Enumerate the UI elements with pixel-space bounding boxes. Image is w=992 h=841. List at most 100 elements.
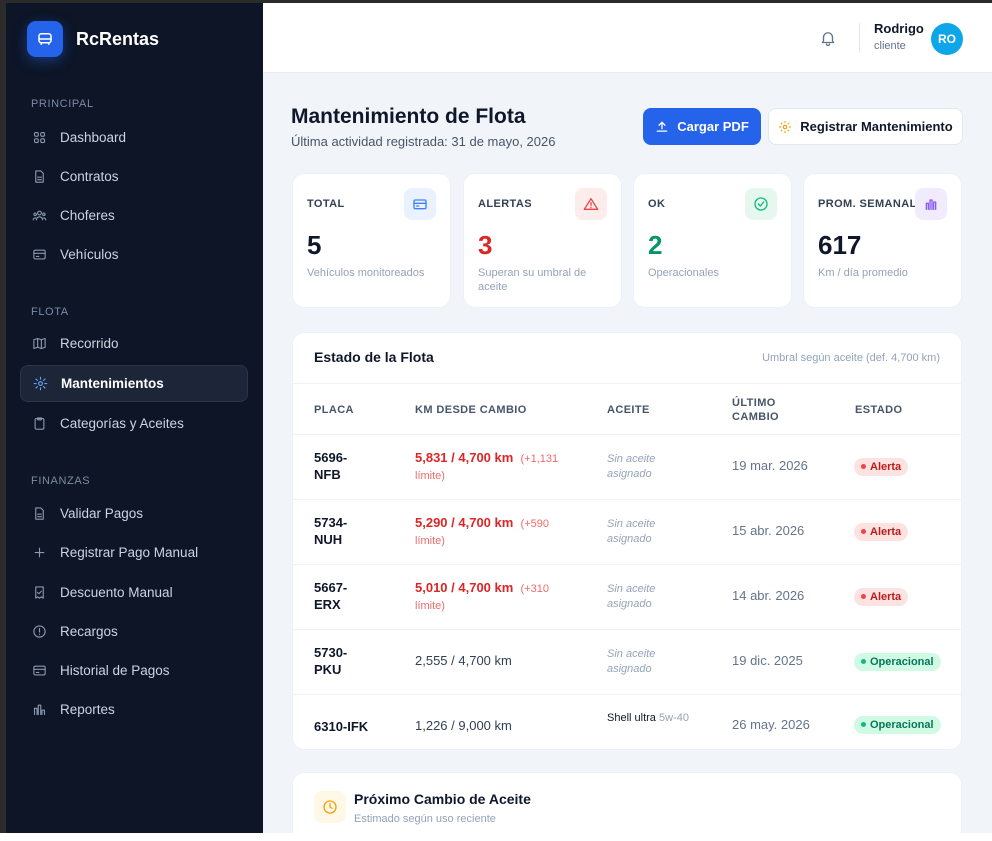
- column-header-aceite[interactable]: ACEITE: [607, 404, 650, 416]
- km-cell: 5,290 / 4,700 km (+590 límite): [415, 515, 575, 549]
- page-subtitle: Última actividad registrada: 31 de mayo,…: [291, 134, 556, 149]
- grid-icon: [33, 131, 46, 144]
- status-label: Alerta: [870, 525, 902, 538]
- sidebar-item[interactable]: Contratos: [20, 158, 248, 195]
- sidebar-item[interactable]: Reportes: [20, 691, 248, 728]
- status-label: Operacional: [870, 655, 934, 668]
- stat-description: Vehículos monitoreados: [307, 267, 425, 279]
- sidebar-item-label: Vehículos: [60, 247, 119, 262]
- status-cell: Operacional: [854, 651, 941, 671]
- gear-icon: [779, 120, 792, 133]
- sidebar-item[interactable]: Descuento Manual: [20, 574, 248, 611]
- avatar[interactable]: RO: [931, 23, 963, 55]
- status-label: Operacional: [870, 718, 934, 731]
- table-header: PLACA KM DESDE CAMBIO ACEITE ÚLTIMO CAMB…: [293, 383, 961, 435]
- document-icon: [35, 170, 44, 183]
- stat-label: ALERTAS: [478, 198, 532, 210]
- table-row[interactable]: 5696-NFB 5,831 / 4,700 km (+1,131 límite)…: [293, 435, 961, 500]
- status-badge: Alerta: [854, 457, 909, 476]
- section-label-finanzas: FINANZAS: [31, 475, 91, 487]
- last-change-date: 19 dic. 2025: [732, 653, 803, 668]
- main-content: Rodrigo cliente RO Mantenimiento de Flot…: [263, 3, 992, 833]
- column-header-km[interactable]: KM DESDE CAMBIO: [415, 404, 527, 416]
- km-value: 2,555 / 4,700 km: [415, 653, 512, 668]
- sidebar-item[interactable]: Recargos: [20, 613, 248, 650]
- status-dot: [861, 594, 866, 599]
- upload-pdf-button[interactable]: Cargar PDF: [643, 108, 761, 145]
- stat-card-total: TOTAL 5 Vehículos monitoreados: [292, 173, 451, 308]
- register-maintenance-label: Registrar Mantenimiento: [800, 119, 953, 134]
- sidebar-item-label: Mantenimientos: [61, 376, 164, 391]
- clipboard-icon: [34, 417, 45, 430]
- stat-card-alertas: ALERTAS 3 Superan su umbral de aceite: [463, 173, 622, 308]
- status-dot: [861, 529, 866, 534]
- status-badge: Operacional: [854, 715, 941, 734]
- status-cell: Alerta: [854, 586, 909, 606]
- table-row[interactable]: 5734-NUH 5,290 / 4,700 km (+590 límite) Si…: [293, 500, 961, 565]
- sidebar-item-label: Reportes: [60, 702, 115, 717]
- bar-chart-icon: [915, 188, 947, 220]
- sidebar-item[interactable]: Choferes: [20, 197, 248, 234]
- plus-icon: [34, 547, 45, 558]
- sidebar-item[interactable]: Dashboard: [20, 119, 248, 156]
- sidebar-item-label: Registrar Pago Manual: [60, 545, 199, 560]
- card-icon: [33, 249, 46, 260]
- last-change-date: 19 mar. 2026: [732, 458, 808, 473]
- alert-circle-icon: [33, 625, 46, 638]
- column-header-ultimo-cambio[interactable]: ÚLTIMO CAMBIO: [732, 397, 780, 423]
- status-cell: Alerta: [854, 521, 909, 541]
- map-icon: [33, 337, 46, 350]
- sidebar-item-label: Recorrido: [60, 336, 119, 351]
- upload-pdf-label: Cargar PDF: [677, 119, 749, 134]
- stat-value: 2: [648, 230, 663, 260]
- status-dot: [861, 464, 866, 469]
- last-change-date: 26 may. 2026: [732, 717, 810, 732]
- stat-description: Km / día promedio: [818, 267, 908, 279]
- status-cell: Alerta: [854, 456, 909, 476]
- status-label: Alerta: [870, 590, 902, 603]
- km-over-limit: (+1,131 límite): [415, 453, 559, 482]
- fleet-status-title: Estado de la Flota: [314, 349, 434, 365]
- stat-value: 5: [307, 230, 322, 260]
- column-header-placa[interactable]: PLACA: [314, 404, 354, 416]
- sidebar-item-label: Choferes: [60, 208, 115, 223]
- fleet-status-panel: Estado de la Flota Umbral según aceite (…: [292, 332, 962, 750]
- status-badge: Alerta: [854, 587, 909, 606]
- column-header-estado[interactable]: ESTADO: [855, 404, 903, 416]
- table-row[interactable]: 5730-PKU 2,555 / 4,700 km Sin aceite asign…: [293, 630, 961, 695]
- bell-icon[interactable]: [819, 29, 837, 47]
- sidebar-item[interactable]: Categorías y Aceites: [20, 405, 248, 442]
- sidebar-item[interactable]: Recorrido: [20, 325, 248, 362]
- user-name[interactable]: Rodrigo: [874, 21, 924, 36]
- sidebar-item-label: Contratos: [60, 169, 119, 184]
- topbar-divider: [859, 23, 860, 53]
- sidebar-item[interactable]: Mantenimientos: [20, 365, 248, 402]
- warning-icon: [575, 188, 607, 220]
- car-logo-icon: [27, 21, 63, 57]
- section-label-principal: PRINCIPAL: [31, 98, 94, 110]
- sidebar-item-label: Validar Pagos: [60, 506, 144, 521]
- stat-value: 617: [818, 230, 862, 260]
- sidebar-item[interactable]: Historial de Pagos: [20, 652, 248, 689]
- oil-cell: Sin aceite asignado: [607, 518, 656, 545]
- km-value: 5,290 / 4,700 km: [415, 515, 514, 530]
- next-oil-change-subtitle: Estimado según uso reciente: [354, 813, 496, 825]
- sidebar-item[interactable]: Registrar Pago Manual: [20, 534, 248, 571]
- next-oil-change-title: Próximo Cambio de Aceite: [354, 791, 531, 807]
- table-row[interactable]: 6310-IFK 1,226 / 9,000 km Shell ultra 5w-4…: [293, 695, 961, 760]
- stat-card-ok: OK 2 Operacionales: [633, 173, 792, 308]
- plate-cell: 6310-IFK: [314, 719, 369, 734]
- sidebar-item[interactable]: Vehículos: [20, 236, 248, 273]
- brand[interactable]: RcRentas: [27, 21, 159, 57]
- sidebar-item[interactable]: Validar Pagos: [20, 495, 248, 532]
- fleet-status-note: Umbral según aceite (def. 4,700 km): [762, 352, 940, 364]
- table-row[interactable]: 5667-ERX 5,010 / 4,700 km (+310 límite) Si…: [293, 565, 961, 630]
- oil-cell: Sin aceite asignado: [607, 453, 656, 480]
- register-maintenance-button[interactable]: Registrar Mantenimiento: [768, 108, 963, 145]
- receipt-icon: [35, 586, 44, 599]
- status-badge: Alerta: [854, 522, 909, 541]
- stat-label: PROM. SEMANAL: [818, 198, 917, 210]
- stat-label: OK: [648, 198, 666, 210]
- oil-cell: Sin aceite asignado: [607, 648, 656, 675]
- plate-cell: 5696-NFB: [314, 450, 348, 482]
